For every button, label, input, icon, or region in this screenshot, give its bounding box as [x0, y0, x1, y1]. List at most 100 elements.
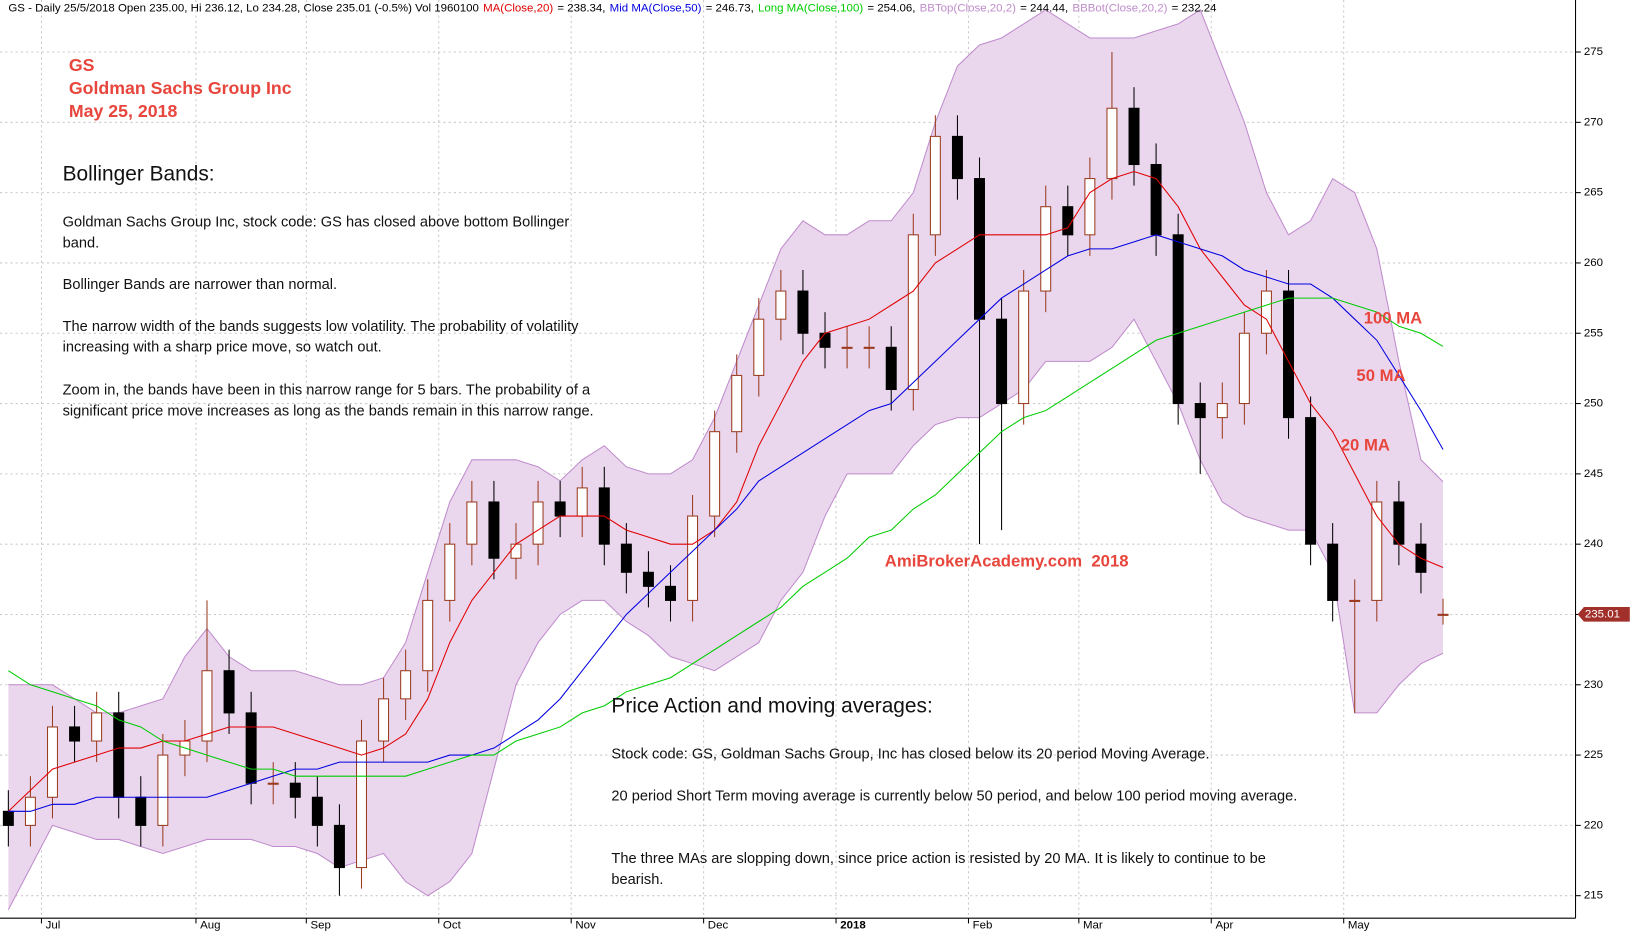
x-tick-label: Mar	[1083, 920, 1103, 932]
candle-body	[378, 698, 390, 742]
candle-body	[1084, 178, 1096, 236]
ma-label: 20 MA	[1340, 437, 1390, 455]
candle-body	[1238, 332, 1250, 405]
candle-body	[687, 515, 699, 601]
candle-body	[951, 135, 963, 180]
header-part: GS - Daily 25/5/2018 Open 235.00, Hi 236…	[8, 2, 479, 14]
candle-body	[245, 712, 257, 784]
bb-paragraph: The narrow width of the bands suggests l…	[62, 317, 579, 355]
candle-body	[267, 782, 279, 785]
x-tick-label: Oct	[443, 920, 462, 932]
x-tick-label: Feb	[973, 920, 993, 932]
candle-body	[731, 374, 743, 433]
x-tick-label: Sep	[310, 920, 330, 932]
bb-paragraph: Goldman Sachs Group Inc, stock code: GS …	[62, 212, 570, 251]
y-tick-label: 270	[1584, 116, 1603, 128]
bb-paragraph: Zoom in, the bands have been in this nar…	[62, 380, 594, 419]
candle-body	[554, 501, 566, 517]
band-fill	[8, 9, 1444, 910]
ma-line	[7, 318, 1444, 910]
candle-body	[996, 318, 1008, 405]
candle-body	[333, 824, 345, 869]
pa-heading: Price Action and moving averages:	[611, 694, 933, 718]
date: May 25, 2018	[68, 101, 178, 122]
candle-body	[2, 810, 14, 826]
company: Goldman Sachs Group Inc	[68, 78, 292, 99]
candle-body	[797, 290, 809, 334]
header-part: = 254.06,	[867, 2, 915, 14]
price-tag	[1577, 607, 1630, 622]
candle-body	[1349, 599, 1361, 602]
candle-body	[1062, 206, 1074, 236]
header-part: BBBot(Close,20,2)	[1072, 2, 1167, 14]
y-tick-label: 245	[1584, 468, 1603, 480]
candle-body	[135, 796, 147, 826]
ma-line	[8, 297, 1444, 777]
header-part: BBTop(Close,20,2)	[920, 2, 1016, 14]
candle-body	[532, 501, 544, 545]
candle-body	[488, 501, 500, 559]
candle-body	[400, 670, 412, 700]
candle-body	[1305, 417, 1317, 545]
ma-line	[8, 9, 1444, 714]
ma-line	[8, 234, 1444, 812]
y-tick-label: 240	[1584, 538, 1603, 550]
candle-body	[1216, 403, 1228, 419]
candle-body	[1018, 290, 1030, 405]
candle-body	[444, 543, 456, 601]
header-part: = 244.44,	[1020, 2, 1068, 14]
ma-label: 50 MA	[1356, 367, 1406, 386]
candle-body	[1150, 163, 1162, 236]
x-tick-label: Aug	[200, 920, 220, 932]
candle-body	[642, 571, 654, 587]
candle-body	[863, 346, 875, 349]
candle-body	[907, 234, 919, 391]
candle-body	[841, 346, 853, 349]
candle-body	[1327, 543, 1339, 601]
pa-paragraph: Stock code: GS, Goldman Sachs Group, Inc…	[611, 744, 1210, 762]
header-part: Mid MA(Close,50)	[610, 2, 702, 14]
y-tick-label: 230	[1584, 679, 1603, 691]
candle-body	[1106, 107, 1118, 180]
candle-body	[974, 178, 985, 320]
watermark: AmiBrokerAcademy.com 2018	[884, 553, 1129, 571]
candle-body	[1172, 234, 1184, 405]
x-tick-label: 2018	[840, 920, 866, 932]
candle-body	[1393, 501, 1405, 545]
bb-paragraph: Bollinger Bands are narrower than normal…	[62, 275, 338, 293]
x-tick-label: May	[1348, 920, 1370, 932]
ticker: GS	[68, 55, 95, 76]
candle-body	[576, 487, 588, 517]
header-part: = 238.34,	[557, 2, 605, 14]
candle-body	[510, 543, 522, 559]
candle-body	[223, 670, 235, 714]
ma-line	[7, 170, 1444, 812]
candle-body	[1260, 290, 1272, 334]
candle-body	[885, 346, 897, 391]
header-part: = 246.73,	[706, 2, 754, 14]
pa-paragraph: 20 period Short Term moving average is c…	[611, 786, 1298, 804]
candle-body	[289, 782, 301, 798]
y-tick-label: 220	[1584, 819, 1603, 831]
header: GS - Daily 25/5/2018 Open 235.00, Hi 236…	[8, 2, 1217, 14]
candle-body	[69, 726, 81, 742]
candle-body	[91, 712, 103, 742]
candle-body	[1040, 206, 1052, 292]
candle-body	[1128, 107, 1140, 166]
x-tick-label: Jul	[46, 920, 61, 932]
candle-body	[1371, 501, 1383, 601]
candle-body	[1194, 403, 1206, 419]
header-part: Long MA(Close,100)	[758, 2, 863, 14]
header-part: = 232.24	[1172, 2, 1218, 14]
x-tick-label: Apr	[1215, 920, 1233, 932]
price-tag-label: 235.01	[1585, 608, 1620, 620]
candle-body	[157, 754, 169, 826]
candle-body	[1283, 290, 1295, 419]
x-tick-label: Dec	[708, 920, 729, 932]
bb-heading: Bollinger Bands:	[62, 162, 215, 186]
candle-body	[1437, 613, 1449, 616]
candle-body	[311, 796, 323, 826]
candle-body	[113, 712, 125, 798]
candle-body	[753, 318, 765, 376]
